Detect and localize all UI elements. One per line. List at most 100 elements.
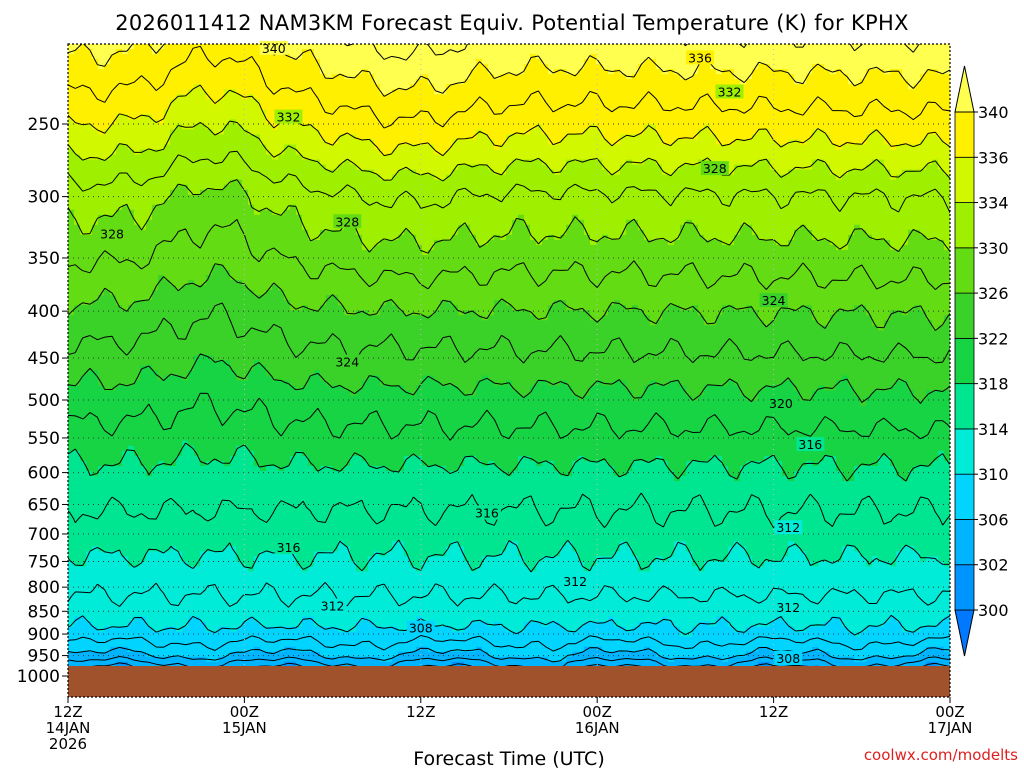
color-band-cell xyxy=(200,189,249,196)
color-band-cell xyxy=(866,556,873,562)
color-band-cell xyxy=(410,561,423,567)
color-band-cell xyxy=(290,541,339,547)
color-band-cell xyxy=(512,470,561,477)
color-band-cell xyxy=(854,546,903,552)
color-band-cell xyxy=(68,89,189,95)
color-band-cell xyxy=(68,114,117,120)
color-band-cell xyxy=(68,606,950,613)
contour-line-306 xyxy=(68,646,950,663)
color-band-cell xyxy=(320,229,357,236)
color-band-cell xyxy=(86,556,129,562)
color-band-cell xyxy=(560,551,579,557)
color-band-cell xyxy=(146,219,303,226)
color-band-cell xyxy=(644,385,687,392)
color-band-cell xyxy=(704,561,753,567)
color-band-cell xyxy=(188,280,195,286)
color-band-cell xyxy=(710,621,717,628)
color-band-cell xyxy=(194,450,237,457)
color-band-cell xyxy=(194,124,207,130)
color-band-cell xyxy=(68,536,950,542)
color-band-cell xyxy=(770,134,813,141)
x-tick-label: 17JAN xyxy=(928,719,973,737)
color-band-cell xyxy=(518,551,561,557)
color-band-cell xyxy=(68,415,950,422)
color-band-cell xyxy=(902,74,921,80)
color-band-cell xyxy=(770,164,813,171)
color-band-cell xyxy=(398,626,411,633)
color-band-cell xyxy=(908,239,945,246)
color-band-cell xyxy=(560,139,609,146)
color-band-cell xyxy=(98,64,105,70)
color-band-cell xyxy=(68,551,87,557)
color-band-cell xyxy=(584,646,603,653)
color-band-cell xyxy=(320,305,345,311)
color-band-cell xyxy=(308,460,351,467)
color-band-cell xyxy=(872,390,915,397)
y-tick-label: 600 xyxy=(28,464,60,484)
color-band-cell xyxy=(872,315,891,321)
y-tick-label: 300 xyxy=(28,188,60,208)
color-band-cell xyxy=(932,325,939,331)
color-band-cell xyxy=(530,59,543,65)
color-band-cell xyxy=(812,64,825,70)
color-band-cell xyxy=(896,470,909,477)
color-band-cell xyxy=(212,355,950,362)
color-band-cell xyxy=(770,621,789,628)
colorbar-segment xyxy=(954,383,975,430)
color-band-cell xyxy=(188,370,237,377)
color-band-cell xyxy=(170,104,261,110)
color-band-cell xyxy=(734,234,759,241)
color-band-cell xyxy=(164,460,177,467)
color-band-cell xyxy=(866,69,885,75)
color-band-cell xyxy=(668,305,681,311)
color-band-cell xyxy=(770,64,813,70)
color-band-cell xyxy=(542,124,591,130)
color-band-cell xyxy=(68,491,950,497)
color-band-cell xyxy=(128,114,141,120)
color-band-cell xyxy=(110,54,291,60)
color-band-cell xyxy=(302,49,315,55)
color-band-cell xyxy=(68,501,950,507)
color-band-cell xyxy=(164,144,267,151)
color-band-cell xyxy=(206,275,231,281)
color-band-cell xyxy=(404,541,453,547)
color-band-cell xyxy=(548,64,585,70)
color-band-cell xyxy=(260,99,950,105)
color-band-cell xyxy=(896,144,950,151)
color-band-cell xyxy=(68,330,950,336)
color-band-cell xyxy=(890,460,933,467)
color-band-cell xyxy=(788,541,795,547)
colorbar-label: 336 xyxy=(978,148,1009,167)
color-band-cell xyxy=(374,551,381,557)
y-tick-label: 750 xyxy=(28,552,60,572)
color-band-cell xyxy=(374,621,417,628)
color-band-cell xyxy=(692,556,729,562)
color-band-cell xyxy=(140,149,267,156)
color-band-cell xyxy=(812,310,837,316)
color-band-cell xyxy=(722,239,735,246)
color-band-cell xyxy=(758,64,771,70)
color-band-cell xyxy=(302,224,345,231)
color-band-cell xyxy=(290,455,309,462)
color-band-cell xyxy=(860,400,867,407)
color-band-cell xyxy=(584,129,603,136)
color-band-cell xyxy=(680,224,699,231)
color-band-cell xyxy=(770,661,927,668)
color-band-cell xyxy=(836,69,843,75)
color-band-cell xyxy=(782,465,801,472)
color-band-cell xyxy=(134,209,153,216)
color-band-cell xyxy=(512,305,549,311)
color-band-cell xyxy=(200,460,207,467)
color-band-cell xyxy=(704,234,735,241)
color-band-cell xyxy=(686,546,729,552)
color-band-cell xyxy=(128,646,255,653)
color-band-cell xyxy=(380,84,411,90)
color-band-cell xyxy=(134,380,291,387)
color-band-cell xyxy=(284,465,315,472)
color-band-cell xyxy=(614,621,639,628)
color-band-cell xyxy=(608,139,621,146)
color-band-cell xyxy=(464,546,507,552)
color-band-cell xyxy=(266,144,285,151)
color-band-cell xyxy=(794,385,819,392)
plot-area xyxy=(68,44,950,697)
